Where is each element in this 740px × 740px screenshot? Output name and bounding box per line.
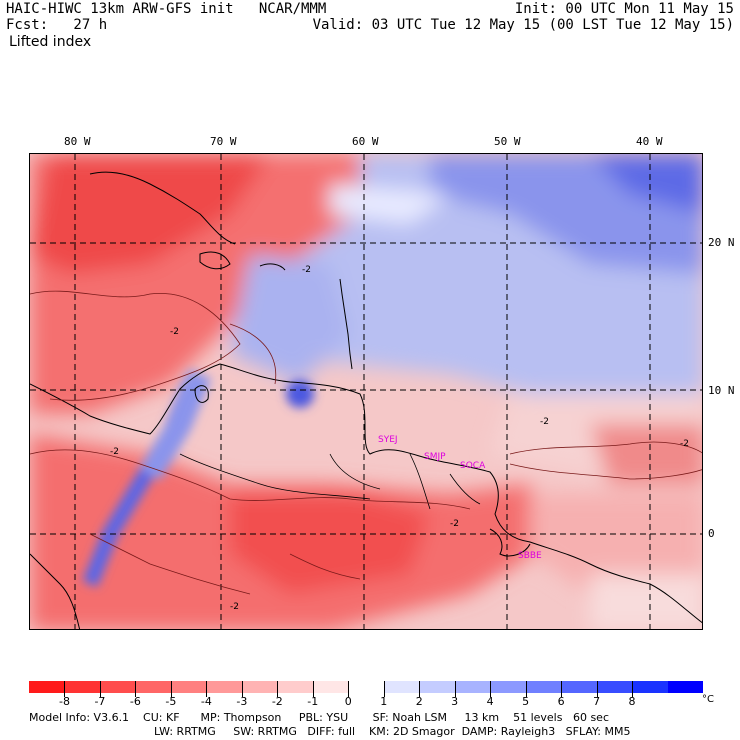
- station-label-smjp: SMJP: [424, 452, 446, 462]
- colorbar-tick: [135, 681, 137, 697]
- contour-label-group: -2 -2 -2 -2 -2 -2 -2: [110, 265, 689, 612]
- lifted-index-contours: [30, 290, 702, 595]
- colorbar-segment: [525, 681, 562, 693]
- colorbar-tick-label: 2: [415, 695, 423, 708]
- valid-time: Valid: 03 UTC Tue 12 May 15 (00 LST Tue …: [312, 17, 734, 33]
- colorbar-tick: [419, 681, 421, 697]
- lifted-index-map: -2 -2 -2 -2 -2 -2 -2 SYEJ SMJP SOCA SBBE: [29, 153, 703, 630]
- colorbar-tick: [490, 681, 492, 697]
- colorbar-segment: [490, 681, 527, 693]
- colorbar-tick-label: -7: [94, 695, 106, 708]
- colorbar-tick: [632, 681, 634, 697]
- colorbar-tick: [170, 681, 172, 697]
- lat-label-20n: 20 N: [708, 236, 735, 249]
- colorbar-tick: [348, 681, 350, 697]
- colorbar-tick: [206, 681, 208, 697]
- colorbar-segment: [277, 681, 314, 693]
- contour-label: -2: [110, 447, 119, 457]
- colorbar-tick: [99, 681, 101, 697]
- lat-label-0: 0: [708, 527, 715, 540]
- colorbar-segment: [419, 681, 456, 693]
- colorbar-segment: [135, 681, 172, 693]
- colorbar-tick: [596, 681, 598, 697]
- colorbar-tick-label: 1: [380, 695, 388, 708]
- lat-lon-grid: [30, 154, 702, 629]
- colorbar-tick-label: 0: [344, 695, 352, 708]
- lon-label-70w: 70 W: [210, 135, 237, 148]
- colorbar-tick-label: 6: [557, 695, 565, 708]
- lon-label-80w: 80 W: [64, 135, 91, 148]
- colorbar-tick-label: 7: [593, 695, 601, 708]
- field-shading: [30, 154, 702, 629]
- colorbar-tick-label: 4: [486, 695, 494, 708]
- forecast-hour: Fcst: 27 h: [6, 17, 108, 33]
- lon-label-40w: 40 W: [636, 135, 663, 148]
- contour-label: -2: [302, 265, 311, 275]
- title-line: HAIC-HIWC 13km ARW-GFS init NCAR/MMM: [6, 1, 327, 17]
- colorbar-tick-label: -3: [236, 695, 248, 708]
- colorbar-tick-label: -8: [58, 695, 70, 708]
- colorbar-tick: [454, 681, 456, 697]
- contour-label: -2: [170, 327, 179, 337]
- init-time: Init: 00 UTC Mon 11 May 15: [514, 1, 734, 17]
- model-info-line-1: Model Info: V3.6.1 CU: KF MP: Thompson P…: [29, 711, 609, 724]
- colorbar-tick: [312, 681, 314, 697]
- colorbar-segment: [312, 681, 349, 693]
- colorbar-segment: [632, 681, 669, 693]
- colorbar: [29, 681, 704, 693]
- colorbar-tick: [277, 681, 279, 697]
- field-name: Lifted index: [9, 34, 92, 50]
- lon-label-60w: 60 W: [352, 135, 379, 148]
- colorbar-tick: [383, 681, 385, 697]
- contour-label: -2: [540, 417, 549, 427]
- colorbar-tick-label: 3: [451, 695, 459, 708]
- contour-label: -2: [450, 519, 459, 529]
- colorbar-segment: [348, 681, 385, 693]
- andes-blue-streak: [82, 369, 314, 587]
- colorbar-tick-label: -2: [271, 695, 283, 708]
- colorbar-tick-label: 8: [628, 695, 636, 708]
- lat-label-10n: 10 N: [708, 384, 735, 397]
- colorbar-tick: [64, 681, 66, 697]
- station-label-soca: SOCA: [460, 461, 486, 471]
- colorbar-tick: [525, 681, 527, 697]
- model-info-line-2: LW: RRTMG SW: RRTMG DIFF: full KM: 2D Sm…: [154, 725, 631, 738]
- colorbar-segment: [596, 681, 633, 693]
- colorbar-segment: [206, 681, 243, 693]
- colorbar-tick-label: -1: [307, 695, 319, 708]
- colorbar-segment: [454, 681, 491, 693]
- colorbar-tick-label: -6: [129, 695, 141, 708]
- coastlines: [30, 171, 702, 629]
- colorbar-segment: [241, 681, 278, 693]
- colorbar-segment: [383, 681, 420, 693]
- colorbar-segment: [29, 681, 65, 693]
- map-canvas: -2 -2 -2 -2 -2 -2 -2 SYEJ SMJP SOCA SBBE: [30, 154, 702, 629]
- colorbar-tick-label: 5: [522, 695, 530, 708]
- colorbar-tick: [561, 681, 563, 697]
- station-label-sbbe: SBBE: [518, 551, 542, 561]
- colorbar-tick-label: -4: [200, 695, 212, 708]
- lon-label-50w: 50 W: [494, 135, 521, 148]
- colorbar-segment: [561, 681, 598, 693]
- colorbar-tick-label: -5: [165, 695, 177, 708]
- colorbar-unit: °C: [702, 694, 714, 705]
- contour-label: -2: [230, 602, 239, 612]
- colorbar-segment: [64, 681, 101, 693]
- station-label-syej: SYEJ: [378, 435, 398, 445]
- colorbar-segment: [99, 681, 136, 693]
- station-labels: SYEJ SMJP SOCA SBBE: [378, 435, 542, 561]
- contour-label: -2: [680, 439, 689, 449]
- colorbar-tick: [241, 681, 243, 697]
- colorbar-segment: [667, 681, 704, 693]
- colorbar-segment: [170, 681, 207, 693]
